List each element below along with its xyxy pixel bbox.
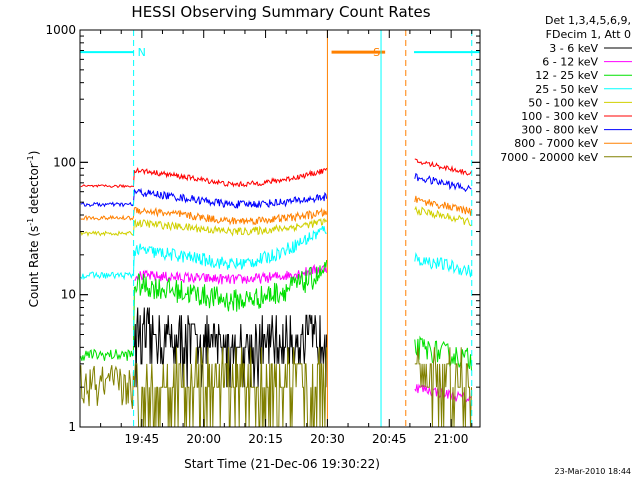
- legend-label: 12 - 25 keV: [535, 69, 598, 82]
- x-axis: 19:45 20:00 20:15 20:30 20:45 21:00: [79, 30, 473, 446]
- series-line: [80, 347, 472, 428]
- y-axis-label-sup2: -1: [26, 155, 35, 163]
- y-tick-label: 10: [61, 288, 76, 302]
- legend: Det 1,3,4,5,6,9, FDecim 1, Att 0 3 - 6 k…: [500, 14, 632, 164]
- series-line: [80, 260, 472, 371]
- legend-label: 6 - 12 keV: [542, 56, 598, 69]
- legend-label: 100 - 300 keV: [521, 110, 598, 123]
- legend-label: 25 - 50 keV: [535, 83, 598, 96]
- y-axis: 1 10 100 1000: [45, 23, 480, 434]
- series-line: [80, 158, 472, 189]
- y-axis-label-mid: detector: [27, 163, 41, 218]
- legend-label: 7000 - 20000 keV: [500, 151, 598, 164]
- legend-header-line-2: FDecim 1, Att 0: [546, 28, 631, 41]
- legend-label: 300 - 800 keV: [521, 124, 598, 137]
- y-axis-label: Count Rate (s-1 detector-1): [26, 151, 41, 308]
- flag-label: S: [373, 46, 380, 59]
- legend-header-line-1: Det 1,3,4,5,6,9,: [545, 14, 631, 27]
- legend-label: 3 - 6 keV: [549, 42, 598, 55]
- y-tick-label: 1: [68, 420, 76, 434]
- x-axis-label: Start Time (21-Dec-06 19:30:22): [184, 457, 380, 471]
- flag-label: N: [138, 46, 146, 59]
- y-axis-label-end: ): [27, 151, 41, 156]
- legend-label: 50 - 100 keV: [528, 96, 598, 109]
- x-tick-label: 20:30: [310, 432, 345, 446]
- series-layer: [80, 158, 472, 428]
- x-tick-label: 21:00: [434, 432, 469, 446]
- chart-title: HESSI Observing Summary Count Rates: [131, 3, 430, 21]
- y-tick-label: 1000: [45, 23, 76, 37]
- x-tick-label: 19:45: [125, 432, 160, 446]
- x-tick-label: 20:00: [186, 432, 221, 446]
- series-line: [80, 225, 472, 281]
- series-line: [80, 205, 472, 237]
- legend-label: 800 - 7000 keV: [514, 137, 598, 150]
- y-tick-label: 100: [53, 155, 76, 169]
- x-tick-label: 20:15: [248, 432, 283, 446]
- plot-frame: [79, 29, 481, 428]
- y-axis-label-main: Count Rate (s: [27, 226, 41, 308]
- timestamp: 23-Mar-2010 18:44: [555, 467, 632, 476]
- x-tick-label: 20:45: [372, 432, 407, 446]
- y-axis-label-sup1: -1: [26, 218, 35, 226]
- series-line: [80, 195, 472, 226]
- series-line: [80, 172, 472, 209]
